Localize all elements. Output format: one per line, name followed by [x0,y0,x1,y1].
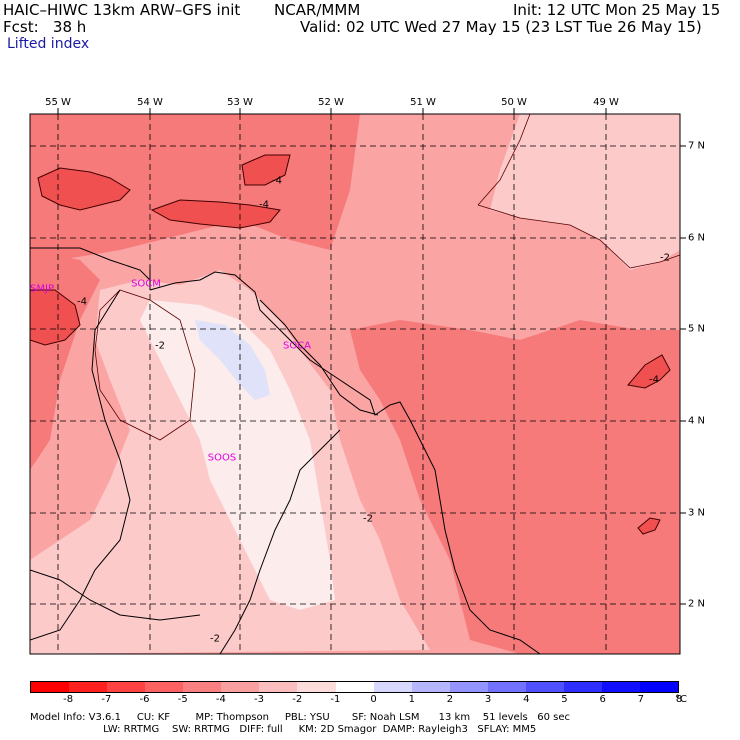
coastline [149,271,541,654]
colorbar [30,681,679,693]
model-info-line1: Model Info: V3.6.1 CU: KF MP: Thompson P… [30,712,570,723]
colorbar-tick-label: °C [675,694,687,705]
lon-label-50w: 50 W [501,97,527,108]
colorbar-tick-label: 6 [599,694,606,705]
colorbar-tick-label: 1 [408,694,415,705]
lat-label-4n: 4 N [688,415,706,427]
colorbar-tick-label: -4 [215,694,226,705]
contour-label: -4 [259,199,269,211]
border-west [30,289,131,641]
colorbar-tick-label: -8 [63,694,74,705]
lat-label-2n: 2 N [688,598,706,610]
lon-label-54w: 54 W [137,97,163,108]
border-suriname-guyane [259,299,379,416]
organization: NCAR/MMM [274,1,361,19]
colorbar-tick-label: -7 [101,694,112,705]
field-region-mid [30,114,360,260]
colorbar-swatch [259,682,298,692]
contour-minus2-ne [477,114,680,269]
lon-label-49w: 49 W [593,97,619,108]
colorbar-tick-label: 3 [484,694,492,705]
colorbar-tick-label: -1 [330,694,341,705]
contour-label: -2 [155,340,165,352]
colorbar-swatch [69,682,108,692]
lon-label-53w: 53 W [227,97,253,108]
colorbar-swatch [487,682,526,692]
field-region-pale-ne [490,114,680,270]
lon-label-55w: 55 W [45,97,71,108]
field-spot-deep-1 [37,167,131,211]
field-region-mid-east [350,320,680,654]
field-spot-deep-6 [637,517,661,535]
forecast-hour: Fcst: 38 h [3,18,87,36]
colorbar-tick-label: -2 [292,694,303,705]
colorbar-swatch [640,682,679,692]
field-region-blue [195,320,270,400]
plot-frame [29,113,681,655]
field-name: Lifted index [7,36,90,52]
contour-label: -2 [210,633,220,645]
lon-label-51w: 51 W [410,97,436,108]
station-smjp: SMJP [30,283,54,295]
contour-label: -2 [363,513,373,525]
border-sw [30,569,201,621]
colorbar-tick-label: 4 [523,694,530,705]
lat-label-7n: 7 N [688,140,706,152]
field-region-white [140,300,335,610]
valid-time: Valid: 02 UTC Wed 27 May 15 (23 LST Tue … [300,18,702,36]
colorbar-tick-label: -6 [139,694,150,705]
colorbar-swatch [601,682,640,692]
init-time: Init: 12 UTC Mon 25 May 15 [513,1,721,19]
colorbar-swatch [297,682,336,692]
colorbar-tick-label: 0 [370,694,377,705]
station-socm: SOCM [131,278,161,290]
colorbar-swatch [221,682,260,692]
colorbar-swatch [563,682,602,692]
field-spot-deep-5 [627,354,671,389]
model-info-line2: LW: RRTMG SW: RRTMG DIFF: full KM: 2D Sm… [30,724,537,735]
graticule [30,114,680,654]
colorbar-swatch [449,682,488,692]
colorbar-swatch [145,682,184,692]
contour-minus2-center [94,289,196,441]
colorbar-tick-label: 5 [561,694,568,705]
contour-label: -2 [660,252,670,264]
colorbar-swatch [525,682,564,692]
model-title: HAIC–HIWC 13km ARW–GFS init [3,1,241,19]
colorbar-tick-label: 7 [637,694,644,705]
colorbar-tick-label: 8 [675,694,683,705]
contour-label: -4 [649,374,659,386]
station-soca: SOCA [282,340,312,352]
lon-label-52w: 52 W [318,97,344,108]
lat-label-3n: 3 N [688,507,706,519]
colorbar-swatch [411,682,450,692]
colorbar-swatch [107,682,146,692]
colorbar-swatch [183,682,222,692]
lat-label-6n: 6 N [688,232,706,244]
colorbar-swatch [31,682,70,692]
field-spot-deep-2 [150,199,281,229]
field-spot-deep-3 [241,154,291,186]
lat-label-5n: 5 N [688,323,706,335]
colorbar-swatch [373,682,412,692]
contour-label: -4 [272,175,282,187]
colorbar-tick-label: -3 [254,694,265,705]
colorbar-swatch [335,682,374,692]
field-spot-deep-4 [30,289,81,346]
contour-label: -4 [77,296,87,308]
axis-ticks [57,108,686,605]
colorbar-tick-label: -5 [177,694,188,705]
station-soos: SOOS [207,452,237,464]
colorbar-tick-label: 2 [446,694,454,705]
